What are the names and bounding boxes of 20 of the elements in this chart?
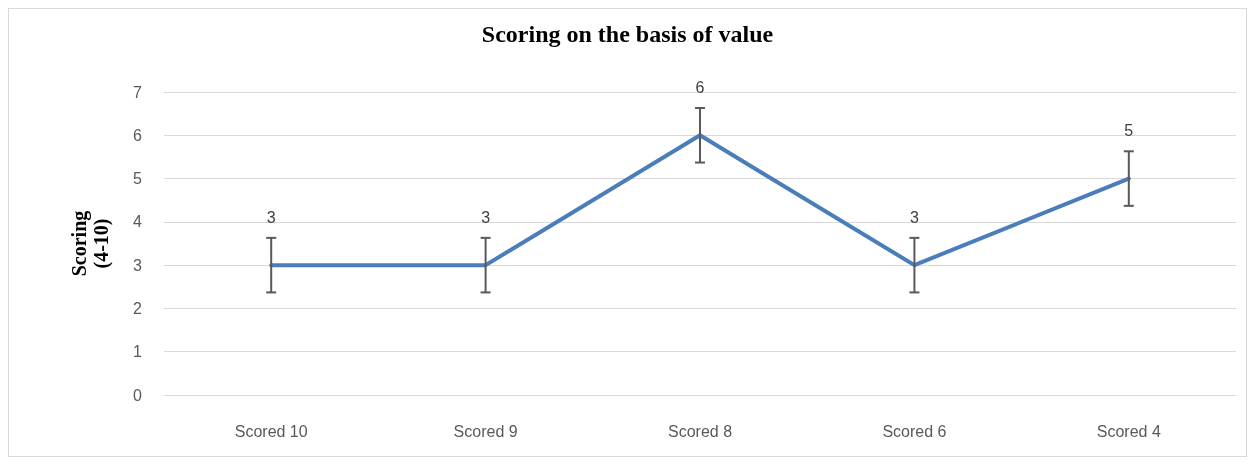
data-label: 3	[481, 208, 491, 226]
y-tick-label: 2	[133, 299, 143, 317]
data-label: 5	[1124, 122, 1134, 140]
chart-title: Scoring on the basis of value	[481, 21, 774, 47]
x-tick-label: Scored 4	[1096, 422, 1161, 440]
y-tick-label: 7	[133, 83, 143, 101]
y-tick-label: 5	[133, 170, 143, 188]
data-label: 3	[266, 208, 276, 226]
x-tick-label: Scored 8	[667, 422, 733, 440]
y-tick-label: 0	[133, 386, 143, 404]
x-tick-label: Scored 9	[453, 422, 518, 440]
x-tick-label: Scored 6	[882, 422, 947, 440]
y-tick-label: 3	[133, 256, 143, 274]
y-tick-label: 4	[133, 213, 143, 231]
data-label: 3	[909, 208, 919, 226]
y-tick-label: 1	[133, 343, 143, 361]
data-label: 6	[695, 78, 705, 96]
y-axis-title: Scoring (4-10)	[68, 210, 113, 277]
y-tick-label: 6	[133, 126, 143, 144]
x-tick-label: Scored 10	[234, 422, 308, 440]
